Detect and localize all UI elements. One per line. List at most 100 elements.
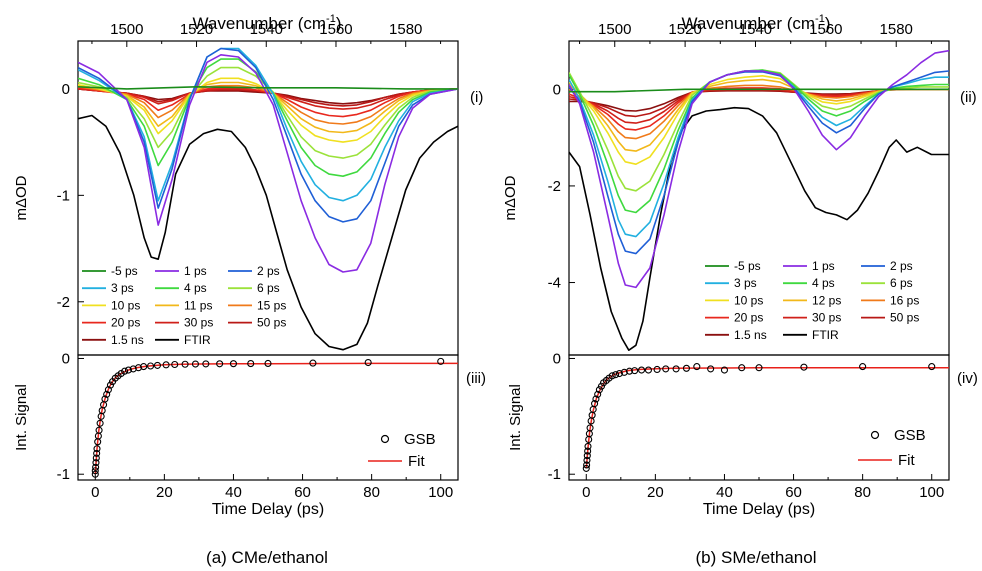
legend-label: 50 ps [890, 311, 919, 325]
legend-gsb-marker [380, 434, 390, 444]
gsb-point [615, 369, 623, 378]
y-tick-label: -2 [57, 294, 70, 311]
series-line-15-ps [78, 84, 458, 125]
y-tick-label: 0 [553, 350, 561, 367]
series-line-3-ps [78, 47, 458, 202]
panel-b-spectra-plot: 1500 1520 1540 1560 1580 0 -2 -4 mΔOD (ii) -5 ps 1 … [502, 21, 977, 356]
gsb-point [171, 360, 179, 369]
gsb-point [928, 363, 936, 371]
y-axis-label: mΔOD [502, 175, 519, 220]
gsb-point [181, 360, 189, 368]
x-tick-label: 1500 [110, 21, 143, 38]
panel-label: (i) [470, 89, 483, 106]
gsb-point [106, 381, 115, 389]
series-line-ftir [569, 106, 949, 351]
x-tick-label: 0 [91, 484, 99, 501]
gsb-point [583, 456, 591, 464]
gsb-point [738, 364, 746, 372]
legend-label: 4 ps [184, 281, 207, 295]
gsb-point [93, 449, 101, 457]
legend-label: -5 ps [111, 264, 138, 278]
gsb-point [595, 386, 603, 394]
gsb-point [124, 366, 132, 374]
y-tick-label: 0 [62, 350, 70, 367]
gsb-point [216, 360, 224, 368]
x-tick-label: 20 [647, 484, 664, 501]
series-line-4-ps [78, 58, 458, 177]
gsb-point [91, 470, 99, 478]
gsb-point [608, 372, 616, 380]
gsb-point [720, 366, 729, 374]
gsb-point [597, 382, 606, 390]
y-tick-label: -1 [548, 466, 561, 483]
gsb-point [584, 442, 592, 450]
gsb-point [800, 363, 808, 371]
legend-gsb-label: GSB [404, 431, 436, 448]
gsb-point [103, 390, 111, 398]
gsb-point [653, 365, 661, 374]
x-tick-label: 1520 [180, 21, 213, 38]
gsb-point [707, 365, 715, 373]
gsb-point [162, 361, 170, 369]
gsb-point [121, 367, 129, 375]
gsb-point [191, 360, 200, 368]
series-line-10-ps [78, 77, 458, 143]
legend-label: 1.5 ns [111, 333, 144, 347]
series-line-1-ps [78, 54, 458, 273]
legend-fit-label: Fit [898, 452, 915, 469]
panel-b-kinetics-plot: 0 20 40 60 80 100 0 -1 Time Delay (ps) Int. Signa… [507, 350, 978, 518]
x-axis-label: Time Delay (ps) [212, 501, 324, 518]
legend-label: -5 ps [734, 259, 761, 273]
panel-b: Wavenumber (cm-1) 1500 1520 1540 1560 1580 0 -… [502, 13, 978, 567]
series-line-30-ps [569, 88, 949, 124]
legend-label: FTIR [812, 328, 839, 342]
x-tick-label: 20 [156, 484, 173, 501]
panel-b-caption: (b) SMe/ethanol [696, 548, 817, 567]
series-line-6-ps [78, 66, 458, 159]
legend-label: 10 ps [111, 298, 140, 312]
legend-label: 1.5 ns [734, 328, 767, 342]
series-group [78, 47, 458, 351]
gsb-point [153, 361, 162, 369]
panel-label: (iii) [466, 370, 486, 387]
gsb-point [672, 365, 680, 373]
gsb-point [612, 371, 620, 379]
panel-a-kinetics-plot: 0 20 40 60 80 100 0 -1 Time Delay (ps) Int. Signa… [13, 350, 486, 518]
x-tick-label: 1540 [250, 21, 283, 38]
y-tick-label: 0 [62, 81, 70, 98]
gsb-point [129, 365, 137, 373]
fit-line [94, 362, 458, 475]
legend-label: 6 ps [257, 281, 280, 295]
panel-b-top-xlabel: Wavenumber (cm-1) [682, 13, 831, 33]
y-tick-label: -1 [57, 466, 70, 483]
legend-label: 20 ps [111, 316, 140, 330]
gsb-point [625, 367, 634, 375]
series-line-16-ps [569, 84, 949, 140]
gsb-point [631, 367, 639, 375]
gsb-point [637, 366, 646, 374]
panel-a-spectra-plot: 1500 1520 1540 1560 1580 0 -1 -2 mΔOD (i) -5 ps 1 p… [13, 21, 483, 356]
series-group [569, 49, 949, 351]
x-tick-label: 40 [225, 484, 242, 501]
y-axis-label: mΔOD [13, 175, 30, 220]
x-tick-label: 80 [854, 484, 871, 501]
gsb-point [92, 459, 100, 467]
fit-line [585, 366, 949, 469]
legend-label: 1 ps [184, 264, 207, 278]
legend-label: 30 ps [812, 311, 841, 325]
gsb-point [92, 463, 100, 471]
series-line-20-ps [569, 87, 949, 131]
x-tick-label: 0 [582, 484, 590, 501]
series-line-ftir [78, 114, 458, 351]
legend-label: 16 ps [890, 293, 919, 307]
x-tick-label: 1500 [598, 21, 631, 38]
x-tick-label: 40 [716, 484, 733, 501]
x-tick-label: 60 [294, 484, 311, 501]
series-line-11-ps [78, 81, 458, 134]
series-line-2-ps [78, 47, 458, 223]
gsb-point [586, 424, 594, 432]
x-tick-label: 1580 [389, 21, 422, 38]
legend-label: 2 ps [257, 264, 280, 278]
legend-label: 50 ps [257, 316, 286, 330]
series-line-5-ps [78, 86, 458, 90]
